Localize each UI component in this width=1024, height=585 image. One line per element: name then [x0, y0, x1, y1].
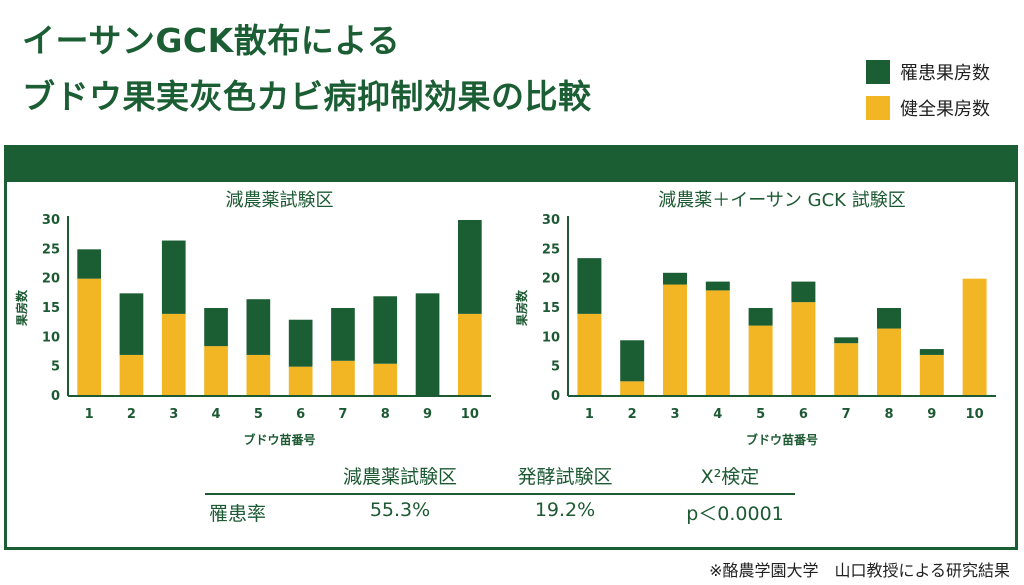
- bar-segment-infected: [705, 281, 730, 291]
- bar-segment-healthy: [577, 313, 602, 396]
- x-tick-label: 2: [127, 407, 136, 422]
- x-tick-label: 1: [85, 407, 94, 422]
- table-row-label: 罹患率: [209, 503, 267, 525]
- x-tick-label: 10: [461, 407, 479, 422]
- bar-segment-infected: [246, 299, 271, 355]
- x-tick-label: 7: [338, 407, 347, 422]
- bar-segment-healthy: [288, 366, 313, 396]
- legend-item-healthy: 健全果房数: [866, 96, 990, 120]
- x-tick-label: 2: [628, 407, 637, 422]
- legend-label-infected: 罹患果房数: [900, 63, 990, 84]
- legend: 罹患果房数 健全果房数: [866, 60, 990, 132]
- bar-segment-infected: [415, 293, 440, 396]
- bar-segment-healthy: [620, 381, 645, 396]
- y-tick-label: 5: [551, 360, 560, 375]
- bar-segment-healthy: [834, 343, 859, 396]
- y-axis-label: 果房数: [14, 289, 29, 327]
- bar-segment-healthy: [246, 354, 271, 396]
- table-header-chi-square: X²検定: [700, 466, 760, 488]
- page-title-line-2: ブドウ果実灰色カビ病抑制効果の比較: [22, 77, 592, 116]
- y-tick-label: 30: [42, 213, 60, 228]
- bar-segment-infected: [458, 220, 482, 314]
- y-tick-label: 25: [42, 242, 60, 257]
- x-tick-label: 3: [169, 407, 178, 422]
- y-tick-label: 5: [51, 360, 60, 375]
- x-tick-label: 10: [966, 407, 984, 422]
- bar-segment-infected: [834, 337, 859, 344]
- bar-segment-infected: [877, 308, 901, 329]
- bar-segment-infected: [331, 308, 355, 361]
- page-title-line-1: イーサンGCK散布による: [22, 21, 401, 60]
- x-tick-label: 4: [212, 407, 221, 422]
- x-tick-label: 3: [670, 407, 679, 422]
- bar-segment-infected: [373, 296, 398, 364]
- bar-segment-healthy: [705, 290, 730, 396]
- legend-swatch-healthy: [866, 96, 890, 120]
- chart-reduced-pesticide-plus-gck: 減農薬＋イーサン GCK 試験区 0 5 10 15 20 25 30 果房数 1 2 3 4 5 6 7 8 9…: [514, 190, 996, 447]
- bar-segment-infected: [663, 272, 687, 285]
- bar-segment-healthy: [373, 363, 398, 396]
- legend-label-healthy: 健全果房数: [900, 99, 990, 120]
- bar-segment-healthy: [663, 284, 687, 396]
- bar-segment-infected: [288, 319, 313, 367]
- table-value-chi-square: p＜0.0001: [686, 503, 784, 525]
- bar-segment-healthy: [748, 325, 773, 396]
- x-tick-label: 4: [713, 407, 722, 422]
- bar-segment-healthy: [877, 328, 901, 396]
- x-tick-label: 5: [254, 407, 263, 422]
- bar-segment-healthy: [161, 313, 186, 396]
- x-tick-label: 6: [799, 407, 808, 422]
- bar-segment-infected: [919, 349, 944, 355]
- y-tick-label: 15: [42, 301, 60, 316]
- bar-segment-infected: [748, 308, 773, 326]
- y-tick-label: 25: [542, 242, 560, 257]
- chart-title: 減農薬＋イーサン GCK 試験区: [658, 190, 905, 211]
- bar-segment-healthy: [77, 278, 101, 396]
- bar-segment-infected: [791, 281, 816, 303]
- table-header-reduced: 減農薬試験区: [342, 466, 457, 488]
- y-axis-label: 果房数: [514, 289, 529, 327]
- x-tick-label: 8: [884, 407, 893, 422]
- bar-segment-infected: [161, 240, 186, 314]
- bar-segment-infected: [620, 340, 645, 382]
- x-axis-label: ブドウ苗番号: [243, 432, 315, 447]
- bar-segment-infected: [577, 258, 602, 314]
- x-tick-label: 5: [756, 407, 765, 422]
- bar-segment-healthy: [919, 354, 944, 396]
- bar-segment-healthy: [458, 313, 482, 396]
- x-tick-label: 6: [296, 407, 305, 422]
- y-tick-label: 15: [542, 301, 560, 316]
- bar-segment-infected: [204, 308, 228, 347]
- bar-segment-healthy: [962, 278, 987, 396]
- x-tick-label: 8: [381, 407, 390, 422]
- table-value-fermented: 19.2%: [534, 499, 596, 521]
- y-tick-label: 20: [542, 272, 560, 287]
- table-header-fermented: 発酵試験区: [517, 466, 613, 488]
- bar-segment-healthy: [204, 346, 228, 396]
- y-tick-label: 30: [542, 213, 560, 228]
- x-tick-label: 9: [927, 407, 936, 422]
- bar-segment-healthy: [791, 302, 816, 396]
- chart-title: 減農薬試験区: [226, 190, 334, 211]
- table-rule: [205, 493, 795, 495]
- x-tick-label: 7: [842, 407, 851, 422]
- bar-segment-healthy: [119, 354, 144, 396]
- x-tick-label: 9: [423, 407, 432, 422]
- y-tick-label: 10: [542, 330, 560, 345]
- legend-item-infected: 罹患果房数: [866, 60, 990, 84]
- bar-segment-infected: [77, 249, 101, 279]
- footnote: ※酪農学園大学 山口教授による研究結果: [709, 561, 1010, 580]
- bar-segment-healthy: [331, 360, 355, 396]
- y-tick-label: 0: [51, 389, 60, 404]
- y-tick-label: 10: [42, 330, 60, 345]
- x-axis-label: ブドウ苗番号: [746, 432, 818, 447]
- legend-swatch-infected: [866, 60, 890, 84]
- chart-reduced-pesticide: 減農薬試験区 0 5 10 15 20 25 30 果房数 1 2 3 4 5 6 7 8 9 10 ブドウ苗番号: [14, 190, 491, 447]
- y-tick-label: 20: [42, 272, 60, 287]
- bar-segment-infected: [119, 293, 144, 355]
- table-value-reduced: 55.3%: [369, 499, 431, 521]
- y-tick-label: 0: [551, 389, 560, 404]
- x-tick-label: 1: [585, 407, 594, 422]
- panel-header-band: [7, 148, 1015, 182]
